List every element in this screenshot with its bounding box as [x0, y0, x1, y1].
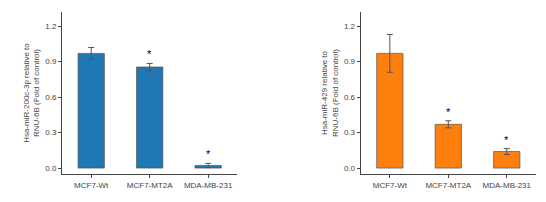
- svg-text:MCF7-MT2A: MCF7-MT2A: [425, 181, 471, 190]
- svg-text:MCF7-Wt: MCF7-Wt: [373, 181, 408, 190]
- svg-text:Hsa-miR-200c-3p relative toRNU: Hsa-miR-200c-3p relative toRNU-6B (Fold …: [22, 43, 41, 143]
- svg-text:MDA-MB-231: MDA-MB-231: [483, 181, 532, 190]
- svg-text:0.0: 0.0: [344, 164, 356, 173]
- svg-text:MCF7-MT2A: MCF7-MT2A: [127, 181, 173, 190]
- svg-text:0.3: 0.3: [45, 128, 57, 137]
- svg-text:0.0: 0.0: [45, 164, 57, 173]
- svg-text:0.3: 0.3: [344, 128, 356, 137]
- svg-text:*: *: [446, 106, 451, 118]
- svg-text:*: *: [147, 48, 152, 60]
- svg-text:0.6: 0.6: [45, 93, 57, 102]
- svg-text:*: *: [206, 148, 211, 160]
- svg-text:0.9: 0.9: [45, 57, 57, 66]
- svg-text:0.6: 0.6: [344, 93, 356, 102]
- svg-text:1.2: 1.2: [45, 22, 57, 31]
- svg-text:Hsa-miR-429 relative toRNU-6B: Hsa-miR-429 relative toRNU-6B (Fold of c…: [320, 49, 339, 137]
- svg-text:1.2: 1.2: [344, 22, 356, 31]
- svg-text:MCF7-Wt: MCF7-Wt: [74, 181, 109, 190]
- svg-text:MDA-MB-231: MDA-MB-231: [184, 181, 233, 190]
- svg-text:*: *: [504, 134, 509, 146]
- svg-text:0.9: 0.9: [344, 57, 356, 66]
